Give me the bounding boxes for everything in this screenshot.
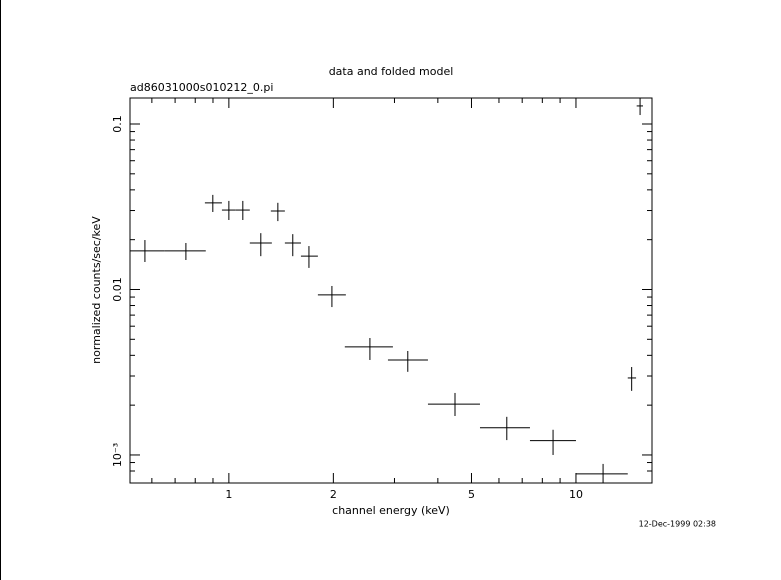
chart-subtitle: ad86031000s010212_0.pi <box>130 81 273 94</box>
plot-frame <box>129 97 653 484</box>
x-axis-label: channel energy (keV) <box>332 504 450 517</box>
chart-title: data and folded model <box>329 65 454 78</box>
x-tick-label: 10 <box>569 488 583 501</box>
y-tick-label: 0.1 <box>111 115 124 133</box>
x-tick-label: 5 <box>468 488 475 501</box>
y-axis-label: normalized counts/sec/keV <box>90 216 103 364</box>
x-tick-label: 1 <box>225 488 232 501</box>
timestamp: 12-Dec-1999 02:38 <box>639 520 716 529</box>
x-tick-label: 2 <box>330 488 337 501</box>
y-tick-label: 0.01 <box>111 277 124 302</box>
y-tick-label: 10⁻³ <box>111 443 124 467</box>
